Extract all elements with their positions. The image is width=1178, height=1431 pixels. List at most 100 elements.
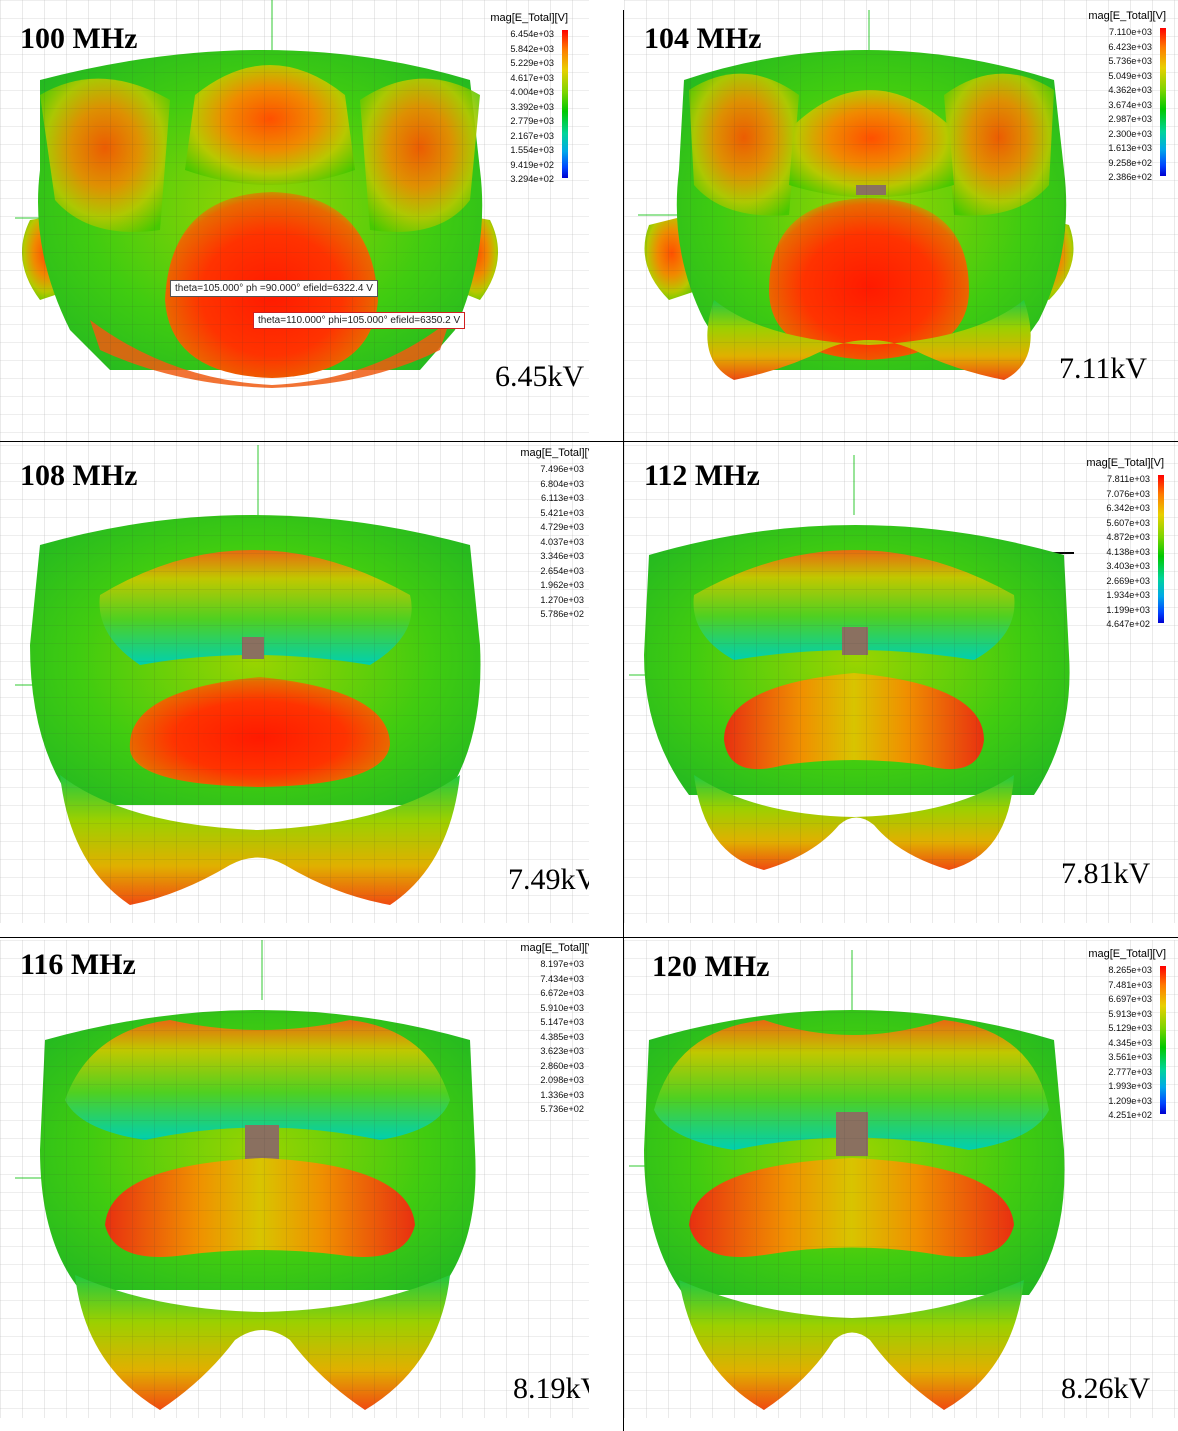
radiation-pattern-plot <box>624 445 1178 923</box>
legend-tick: 2.860e+03 <box>540 1060 584 1071</box>
legend-tick: 3.294e+02 <box>510 174 554 184</box>
panel-120mhz: 120 MHz mag[E_Total][V] 8.265e+03 7.481e… <box>624 940 1178 1431</box>
frequency-label: 108 MHz <box>20 459 138 492</box>
peak-field-value: 7.49kV <box>508 863 589 896</box>
legend-title: mag[E_Total][V] <box>520 942 589 954</box>
legend-tick: 4.617e+03 <box>510 72 554 83</box>
legend-title: mag[E_Total][V] <box>1086 457 1164 469</box>
radiation-pattern-plot <box>0 940 589 1418</box>
peak-field-value: 7.11kV <box>1059 352 1148 385</box>
legend-color-bar <box>1158 475 1164 623</box>
color-legend: mag[E_Total][V] 8.197e+03 7.434e+03 6.67… <box>496 942 589 1117</box>
legend-title: mag[E_Total][V] <box>490 12 568 24</box>
legend-tick: 6.113e+03 <box>540 493 584 503</box>
legend-tick: 2.669e+03 <box>1106 575 1150 586</box>
peak-field-value: 6.45kV <box>495 360 585 393</box>
legend-tick: 1.993e+03 <box>1108 1081 1152 1091</box>
column-divider <box>623 10 624 1431</box>
legend-tick: 2.779e+03 <box>510 116 554 126</box>
legend-tick: 6.672e+03 <box>540 988 584 998</box>
radiation-pattern-plot <box>0 445 589 923</box>
frequency-label: 116 MHz <box>20 948 136 981</box>
peak-field-value: 8.26kV <box>1061 1372 1151 1405</box>
legend-tick: 7.481e+03 <box>1108 979 1152 990</box>
legend-tick: 3.674e+03 <box>1108 99 1152 110</box>
legend-title: mag[E_Total][V] <box>1088 10 1166 22</box>
legend-tick: 2.987e+03 <box>1108 114 1152 124</box>
legend-tick: 1.209e+03 <box>1108 1095 1152 1106</box>
legend-tick: 4.138e+03 <box>1106 546 1150 557</box>
legend-tick: 4.872e+03 <box>1106 532 1150 542</box>
legend-tick: 1.270e+03 <box>540 594 584 605</box>
panel-116mhz: 116 MHz mag[E_Total][V] 8.197e+03 7.434e… <box>0 940 589 1431</box>
legend-tick: 5.786e+02 <box>540 609 584 619</box>
legend-tick: 7.076e+03 <box>1106 488 1150 499</box>
legend-color-bar <box>1160 966 1166 1114</box>
radiation-pattern-plot <box>624 940 1178 1418</box>
legend-tick: 4.385e+03 <box>540 1031 584 1042</box>
color-legend: mag[E_Total][V] 8.265e+03 7.481e+03 6.69… <box>1064 948 1166 1123</box>
legend-tick: 5.910e+03 <box>540 1002 584 1013</box>
legend-tick: 2.654e+03 <box>540 565 584 576</box>
legend-tick: 2.386e+02 <box>1108 172 1152 182</box>
legend-tick: 5.049e+03 <box>1108 70 1152 81</box>
legend-color-bar <box>562 30 568 178</box>
legend-tick: 9.258e+02 <box>1108 157 1152 168</box>
legend-tick: 5.229e+03 <box>510 58 554 68</box>
legend-tick: 6.342e+03 <box>1106 503 1150 513</box>
panel-100mhz: 100 MHz mag[E_Total][V] 6.454e+03 5.842e… <box>0 0 589 478</box>
legend-tick: 8.197e+03 <box>540 959 584 969</box>
legend-tick: 4.647e+02 <box>1106 619 1150 629</box>
legend-tick: 4.345e+03 <box>1108 1037 1152 1048</box>
legend-tick: 1.554e+03 <box>510 145 554 155</box>
legend-tick: 5.129e+03 <box>1108 1023 1152 1033</box>
panel-108mhz: 108 MHz mag[E_Total][V] 7.496e+03 6.804e… <box>0 445 589 923</box>
color-legend: mag[E_Total][V] 7.110e+03 6.423e+03 5.73… <box>1064 10 1166 185</box>
legend-tick: 5.842e+03 <box>510 43 554 54</box>
frequency-label: 112 MHz <box>644 459 760 492</box>
legend-tick: 3.561e+03 <box>1108 1052 1152 1062</box>
legend-title: mag[E_Total][V] <box>520 447 589 459</box>
legend-tick: 2.167e+03 <box>510 130 554 141</box>
radiation-pattern-plot <box>0 0 589 478</box>
legend-tick: 7.811e+03 <box>1106 474 1150 484</box>
frequency-label: 120 MHz <box>652 950 770 983</box>
legend-tick: 5.421e+03 <box>540 507 584 518</box>
field-probe-tooltip-selected: theta=110.000° phi=105.000° efield=6350.… <box>253 312 466 329</box>
legend-tick: 6.423e+03 <box>1108 41 1152 52</box>
legend-title: mag[E_Total][V] <box>1088 948 1166 960</box>
color-legend: mag[E_Total][V] 6.454e+03 5.842e+03 5.22… <box>466 12 568 187</box>
row-divider <box>0 937 1178 938</box>
legend-tick: 3.392e+03 <box>510 101 554 112</box>
peak-field-value: 7.81kV <box>1061 857 1151 890</box>
panel-104mhz: 104 MHz mag[E_Total][V] 7.110e+03 6.423e… <box>624 0 1178 478</box>
legend-tick: 1.934e+03 <box>1106 590 1150 600</box>
legend-tick: 9.419e+02 <box>510 159 554 170</box>
color-legend: mag[E_Total][V] 7.811e+03 7.076e+03 6.34… <box>1062 457 1164 632</box>
legend-tick: 4.729e+03 <box>540 522 584 532</box>
panel-112mhz: 112 MHz mag[E_Total][V] 7.811e+03 7.076e… <box>624 445 1178 923</box>
legend-tick: 8.265e+03 <box>1108 965 1152 975</box>
legend-tick: 2.300e+03 <box>1108 128 1152 139</box>
legend-tick: 3.346e+03 <box>540 551 584 561</box>
legend-tick: 6.804e+03 <box>540 478 584 489</box>
legend-tick: 1.613e+03 <box>1108 143 1152 153</box>
legend-tick: 5.913e+03 <box>1108 1008 1152 1019</box>
legend-tick: 3.623e+03 <box>540 1046 584 1056</box>
legend-tick: 2.777e+03 <box>1108 1066 1152 1077</box>
field-probe-tooltip: theta=105.000° ph =90.000° efield=6322.4… <box>170 280 378 297</box>
legend-tick: 1.962e+03 <box>540 580 584 590</box>
legend-tick: 6.697e+03 <box>1108 994 1152 1004</box>
legend-tick: 4.251e+02 <box>1108 1110 1152 1120</box>
legend-tick: 4.362e+03 <box>1108 85 1152 95</box>
frequency-label: 100 MHz <box>20 22 138 55</box>
frequency-label: 104 MHz <box>644 22 762 55</box>
peak-field-value: 8.19kV <box>513 1372 589 1405</box>
legend-tick: 1.336e+03 <box>540 1089 584 1100</box>
legend-color-bar <box>1160 28 1166 176</box>
legend-tick: 5.736e+02 <box>540 1104 584 1114</box>
legend-tick: 7.434e+03 <box>540 973 584 984</box>
legend-tick: 5.736e+03 <box>1108 56 1152 66</box>
legend-tick: 2.098e+03 <box>540 1075 584 1085</box>
color-legend: mag[E_Total][V] 7.496e+03 6.804e+03 6.11… <box>496 447 589 622</box>
